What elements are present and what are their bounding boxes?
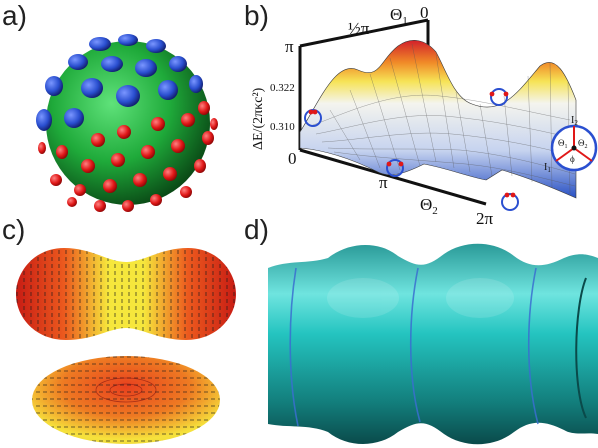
tube-end-opening [575, 277, 587, 419]
panel-d-label: d) [244, 214, 269, 245]
theta1-label: Θ1 [390, 5, 408, 27]
inset-I2: I2 [571, 115, 578, 127]
oblate-vesicle [32, 356, 220, 444]
theta2-pi: π [379, 173, 388, 192]
red-domains [38, 101, 218, 212]
energy-surface [299, 40, 577, 199]
shape-icon-left [304, 109, 322, 127]
tube-shading [327, 278, 514, 318]
panel-a-sphere [36, 34, 218, 212]
panel-b-label: b) [244, 0, 269, 31]
peanut-vesicle [16, 248, 236, 340]
panel-a-label: a) [2, 0, 27, 31]
theta1-zero: 0 [420, 3, 429, 22]
panel-d-tube [268, 243, 598, 445]
shape-icon-2pi [501, 192, 519, 211]
theta2-label: Θ2 [420, 195, 438, 217]
shape-icon-pi [386, 159, 404, 177]
y-tick-0.322: 0.322 [270, 82, 295, 94]
axis-pi-top: π [285, 37, 294, 56]
inset-phi: ϕ [570, 154, 575, 164]
inset-theta2: Θ2 [578, 138, 588, 150]
panel-c-label: c) [2, 214, 26, 245]
theta1-half-pi: ½π [348, 19, 370, 38]
blue-domains [36, 34, 203, 131]
ylabel: ΔE/(2πκc²) [251, 87, 266, 150]
axis-zero: 0 [288, 149, 297, 168]
tube-surface [268, 243, 598, 445]
surface-mesh [309, 43, 576, 195]
panel-b-energy-plot: ΔE/(2πκc²) 0.322 0.310 π 0 Θ1 ½π 0 Θ2 π … [251, 3, 598, 228]
y-tick-0.310: 0.310 [270, 121, 295, 133]
shape-icon-right-top [489, 88, 509, 106]
tube-neck-lines [289, 267, 539, 427]
inset-I1: I1 [544, 162, 551, 174]
panel-c-vesicles [16, 248, 236, 444]
theta2-2pi: 2π [476, 209, 494, 228]
angle-inset-diagram: I2 I1 Θ1 Θ2 ϕ [544, 115, 598, 174]
inset-theta1: Θ1 [558, 138, 568, 150]
